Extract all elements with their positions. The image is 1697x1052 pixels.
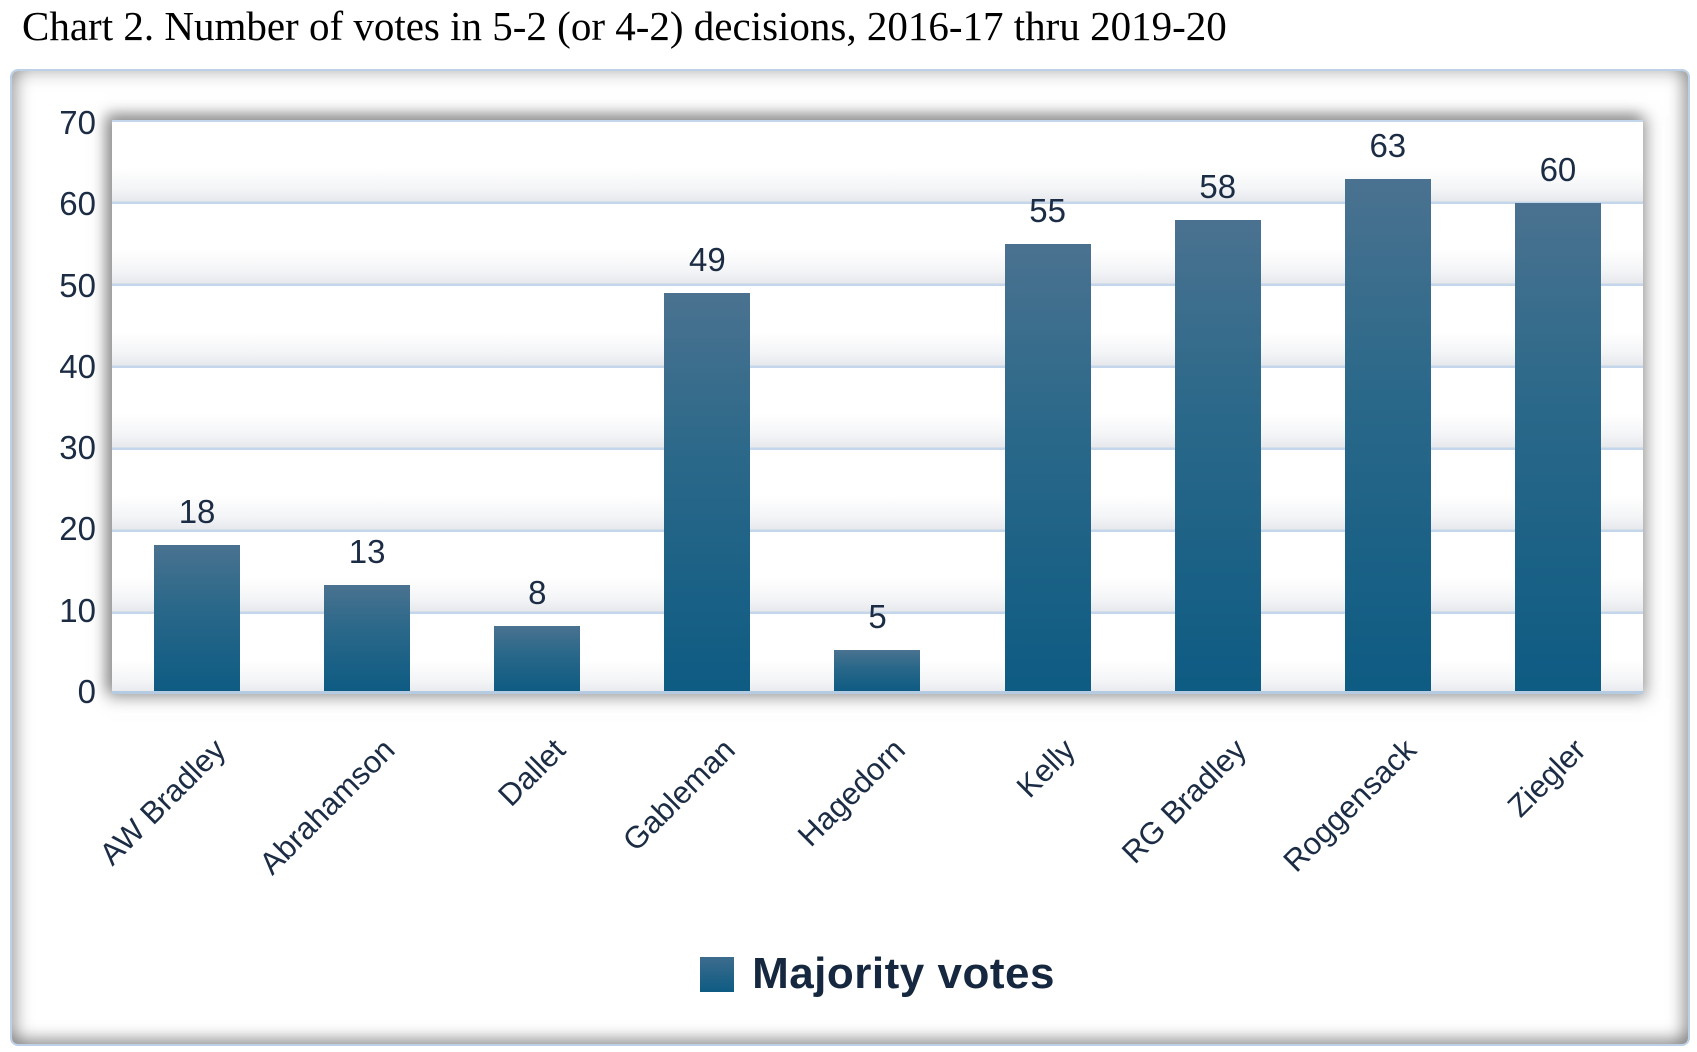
y-axis-tick-label: 50 — [59, 266, 96, 304]
bar-slot-gableman: 49 — [622, 122, 792, 691]
bar-value-label: 13 — [348, 533, 386, 571]
chart-title: Chart 2. Number of votes in 5-2 (or 4-2)… — [22, 3, 1227, 49]
bar-abrahamson — [324, 585, 411, 691]
y-axis-tick-label: 60 — [59, 185, 96, 223]
bar-slot-abrahamson: 13 — [282, 122, 452, 691]
bar-slot-dallet: 8 — [452, 122, 622, 691]
bar-value-label: 60 — [1539, 151, 1577, 189]
x-axis-label-aw-bradley: AW Bradley — [92, 732, 232, 872]
bar-slot-hagedorn: 5 — [792, 122, 962, 691]
legend-color-swatch — [700, 956, 735, 992]
bar-kelly — [1004, 244, 1091, 691]
x-axis-category-labels: AW Bradley Abrahamson Dallet Gableman Hagedo… — [92, 732, 1643, 947]
x-axis-label-dallet: Dallet — [491, 732, 573, 813]
legend: Majority votes — [112, 949, 1643, 999]
plot-area: 70 60 50 40 30 20 10 0 18 13 8 49 5 55 58 63 60 — [59, 104, 1643, 710]
x-axis-label-kelly: Kelly — [1010, 732, 1083, 805]
bar-aw-bradley — [154, 545, 241, 691]
y-axis-tick-label: 70 — [59, 104, 96, 141]
bar-series-majority-votes: 18 13 8 49 5 55 58 63 60 — [112, 122, 1643, 691]
bar-slot-aw-bradley: 18 — [112, 122, 282, 691]
x-axis-label-rg-bradley: RG Bradley — [1114, 732, 1253, 871]
bar-roggensack — [1344, 179, 1431, 691]
bar-rg-bradley — [1174, 220, 1261, 691]
bar-slot-ziegler: 60 — [1473, 122, 1643, 691]
y-axis-tick-label: 0 — [77, 673, 96, 710]
bar-value-label: 63 — [1369, 127, 1407, 165]
chart-frame: 70 60 50 40 30 20 10 0 18 13 8 49 5 55 58 63 60 AW Brad… — [10, 69, 1690, 1046]
bar-dallet — [494, 626, 581, 691]
bar-value-label: 55 — [1029, 192, 1066, 230]
legend-series-label: Majority votes — [752, 949, 1055, 998]
y-axis-tick-label: 40 — [59, 347, 96, 385]
bar-slot-kelly: 55 — [963, 122, 1133, 691]
bar-value-label: 58 — [1199, 168, 1237, 206]
bar-slot-roggensack: 63 — [1303, 122, 1473, 691]
y-axis-tick-label: 20 — [59, 510, 96, 548]
y-axis-tick-label: 10 — [59, 591, 96, 629]
bar-slot-rg-bradley: 58 — [1133, 122, 1303, 691]
bar-gableman — [664, 293, 751, 691]
bar-value-label: 18 — [178, 493, 216, 531]
bar-value-label: 8 — [528, 574, 547, 612]
bar-value-label: 5 — [868, 598, 887, 636]
bar-hagedorn — [834, 650, 921, 691]
x-axis-label-abrahamson: Abrahamson — [252, 732, 402, 882]
x-axis-label-hagedorn: Hagedorn — [791, 732, 913, 854]
bar-value-label: 49 — [689, 241, 726, 279]
x-axis-label-roggensack: Roggensack — [1275, 732, 1423, 879]
x-axis-label-ziegler: Ziegler — [1500, 732, 1593, 824]
x-axis-label-gableman: Gableman — [616, 732, 743, 858]
bar-ziegler — [1514, 203, 1601, 691]
y-axis-tick-label: 30 — [59, 429, 96, 467]
